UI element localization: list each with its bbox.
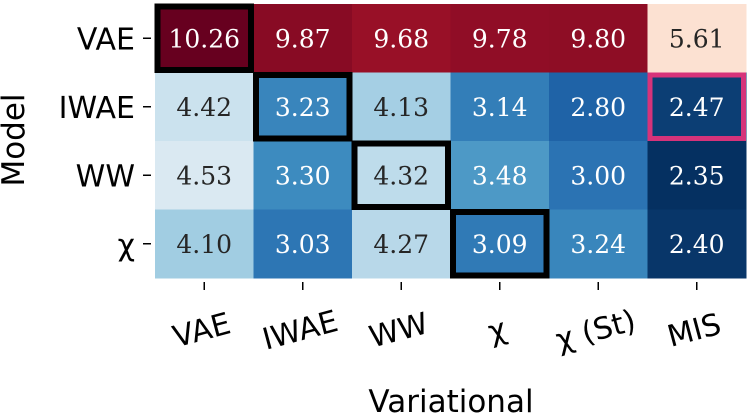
cell-value-label: 9.78 bbox=[472, 24, 528, 53]
cell-value-label: 9.87 bbox=[275, 24, 331, 53]
y-tick-label: χ bbox=[118, 228, 135, 263]
diagonal-highlight-box bbox=[154, 3, 254, 73]
x-tick-label: χ (St) bbox=[552, 303, 639, 358]
x-tick-label: χ bbox=[484, 312, 510, 350]
cell-value-label: 3.14 bbox=[472, 93, 528, 122]
cell-value-label: 3.23 bbox=[275, 93, 331, 122]
cell-labels: 10.26 9.87 9.68 9.78 9.80 5.61 4.42 3.23 4.13 3.1… bbox=[168, 24, 724, 259]
cell-value-label: 3.09 bbox=[472, 230, 528, 259]
cell-value-label: 4.10 bbox=[176, 230, 232, 259]
cell-value-label: 4.32 bbox=[373, 161, 429, 190]
heatmap-cell bbox=[450, 141, 550, 210]
heatmap-cell bbox=[253, 141, 353, 210]
heatmap-cell bbox=[549, 4, 648, 73]
diagonal-highlight-box bbox=[351, 140, 451, 210]
heatmap-cell bbox=[155, 4, 254, 73]
x-tick-label: IWAE bbox=[259, 304, 342, 358]
heatmap-cell bbox=[647, 4, 747, 73]
heatmap-cell bbox=[253, 72, 353, 142]
cell-value-label: 3.03 bbox=[275, 230, 331, 259]
cell-value-label: 3.30 bbox=[275, 161, 331, 190]
cell-value-label: 4.13 bbox=[373, 93, 429, 122]
heatmap-cell bbox=[647, 209, 747, 279]
cell-value-label: 5.61 bbox=[669, 24, 725, 53]
y-tick-label: WW bbox=[76, 159, 135, 194]
x-tick-label: WW bbox=[366, 306, 432, 355]
diagonal-highlight-box bbox=[253, 72, 353, 142]
x-tick-label: MIS bbox=[664, 307, 725, 355]
cell-highlights bbox=[154, 3, 746, 279]
diagonal-highlight-box bbox=[450, 209, 550, 279]
heatmap-cell bbox=[253, 209, 353, 279]
heatmap-cell bbox=[549, 209, 648, 279]
cell-value-label: 4.53 bbox=[176, 161, 232, 190]
x-tick-label: VAE bbox=[169, 306, 234, 355]
cell-value-label: 9.68 bbox=[373, 24, 429, 53]
cell-value-label: 9.80 bbox=[570, 24, 626, 53]
heatmap-cell bbox=[450, 4, 550, 73]
cell-value-label: 2.80 bbox=[570, 93, 626, 122]
heatmap-cell bbox=[253, 4, 353, 73]
cell-value-label: 3.24 bbox=[570, 230, 626, 259]
heatmap-cell bbox=[647, 141, 747, 210]
cell-value-label: 2.47 bbox=[669, 93, 725, 122]
heatmap-cell bbox=[549, 72, 648, 142]
cell-value-label: 3.48 bbox=[472, 161, 528, 190]
heatmap-cell bbox=[647, 72, 747, 142]
y-axis-title: Model bbox=[0, 93, 32, 186]
heatmap-cell bbox=[352, 141, 451, 210]
cell-value-label: 10.26 bbox=[168, 24, 240, 53]
cell-value-label: 2.35 bbox=[669, 161, 725, 190]
best-cell-highlight-box bbox=[647, 72, 746, 141]
heatmap-cell bbox=[450, 72, 550, 142]
x-axis-ticks: VAE IWAE WW χ χ (St) MIS bbox=[169, 282, 725, 358]
heatmap-cell bbox=[352, 72, 451, 142]
heatmap-cell bbox=[155, 141, 254, 210]
x-axis-title: Variational bbox=[368, 384, 533, 419]
cell-value-label: 2.40 bbox=[669, 230, 725, 259]
heatmap-cell bbox=[155, 209, 254, 279]
heatmap-cell bbox=[155, 72, 254, 142]
heatmap-cell bbox=[450, 209, 550, 279]
heatmap-cell bbox=[549, 141, 648, 210]
y-tick-label: VAE bbox=[77, 22, 135, 57]
cell-value-label: 3.00 bbox=[570, 161, 626, 190]
heatmap-cell bbox=[352, 4, 451, 73]
y-tick-label: IWAE bbox=[59, 91, 135, 126]
cell-value-label: 4.42 bbox=[176, 93, 232, 122]
heatmap-cells bbox=[155, 4, 747, 279]
cell-value-label: 4.27 bbox=[373, 230, 429, 259]
heatmap-cell bbox=[352, 209, 451, 279]
y-axis-ticks: VAE IWAE WW χ bbox=[59, 22, 151, 263]
